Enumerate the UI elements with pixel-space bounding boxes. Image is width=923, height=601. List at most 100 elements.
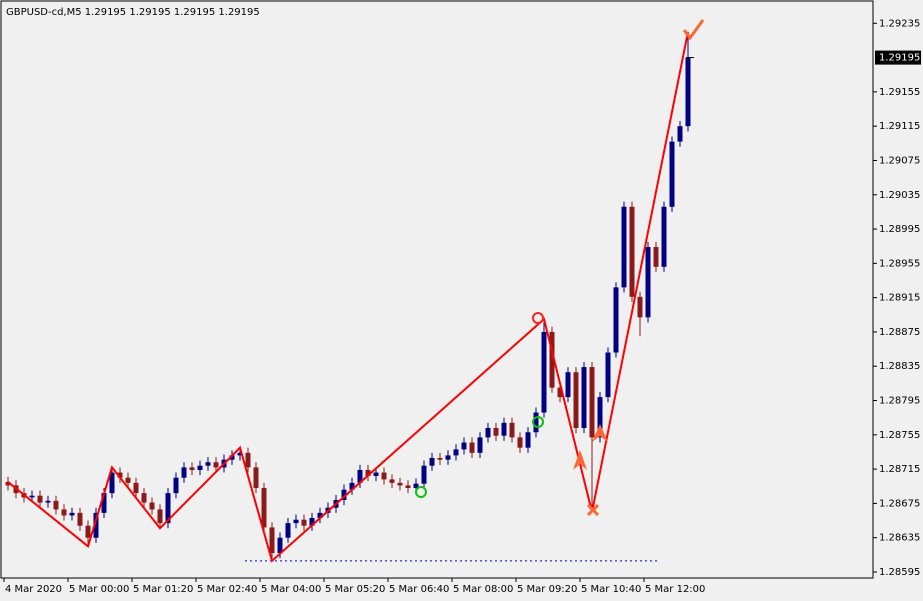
candle-body: [181, 467, 187, 478]
exit-cross: [586, 503, 600, 517]
candle-body: [245, 452, 251, 468]
candle-body: [541, 331, 547, 413]
candle-body: [637, 296, 643, 318]
y-tick-label: 1.28915: [879, 293, 920, 304]
candle-body: [197, 465, 203, 470]
candle-body: [509, 422, 515, 438]
y-tick-label: 1.28635: [879, 533, 920, 544]
y-tick-label: 1.29155: [879, 87, 920, 98]
candle-body: [341, 489, 347, 500]
candle-body: [525, 432, 531, 448]
candle-body: [589, 367, 595, 438]
candle-body: [61, 509, 67, 516]
candle-body: [309, 517, 315, 526]
candle-body: [261, 487, 267, 528]
x-tick-label: 5 Mar 09:20: [517, 584, 577, 595]
x-tick-label: 5 Mar 00:00: [69, 584, 129, 595]
x-tick-label: 5 Mar 01:20: [133, 584, 193, 595]
candle-body: [277, 537, 283, 554]
y-tick-label: 1.28835: [879, 361, 920, 372]
candle-body: [557, 387, 563, 398]
candle-body: [453, 449, 459, 456]
y-tick-label: 1.28675: [879, 498, 920, 509]
candle-body: [605, 352, 611, 398]
candle-body: [397, 482, 403, 486]
candle-body: [101, 493, 107, 513]
candle-body: [373, 472, 379, 476]
candle-body: [149, 502, 155, 510]
candle-body: [253, 467, 259, 488]
candle-body: [445, 455, 451, 460]
check-mark: [682, 19, 705, 41]
candle-body: [189, 467, 195, 470]
candle-body: [669, 141, 675, 207]
y-tick-label: 1.28755: [879, 430, 920, 441]
y-tick-label: 1.28715: [879, 464, 920, 475]
candle-body: [133, 482, 139, 494]
y-tick-label: 1.29035: [879, 190, 920, 201]
candle-body: [477, 437, 483, 453]
signal-circle: [532, 416, 544, 428]
candle-body: [533, 412, 539, 433]
y-tick-label: 1.29115: [879, 121, 920, 132]
candle-body: [437, 457, 443, 460]
candle-body: [349, 482, 355, 490]
candle-body: [213, 462, 219, 468]
y-tick-label: 1.28955: [879, 258, 920, 269]
candle-body: [317, 512, 323, 518]
candle-body: [517, 437, 523, 448]
candle-body: [109, 472, 115, 494]
candle-body: [645, 247, 651, 318]
candle-body: [285, 523, 291, 538]
candle-body: [661, 206, 667, 267]
candle-body: [549, 331, 555, 388]
signal-circle: [415, 486, 427, 498]
candle-body: [421, 465, 427, 484]
x-tick-label: 5 Mar 12:00: [645, 584, 705, 595]
candle-body: [581, 367, 587, 428]
candle-body: [357, 469, 363, 483]
candle-body: [165, 493, 171, 524]
candle-body: [293, 519, 299, 524]
candle-body: [141, 493, 147, 503]
candle-body: [29, 495, 35, 498]
candle-body: [621, 206, 627, 288]
candle-body: [85, 525, 91, 538]
candle-body: [53, 500, 59, 510]
candle-body: [429, 457, 435, 466]
candle-body: [69, 512, 75, 516]
x-tick-label: 5 Mar 10:40: [581, 584, 641, 595]
candle-body: [629, 206, 635, 297]
x-tick-label: 5 Mar 05:20: [325, 584, 385, 595]
marks: 1.28595 1.28635 1.28675 1.28715 1.28755 1.287…: [3, 18, 921, 595]
y-tick-label: 1.28995: [879, 224, 920, 235]
candle-body: [653, 247, 659, 267]
y-tick-label: 1.28595: [879, 567, 920, 578]
candle-body: [493, 427, 499, 436]
candle-body: [405, 485, 411, 488]
candle-body: [381, 472, 387, 480]
candle-body: [301, 519, 307, 526]
x-tick-label: 4 Mar 2020: [5, 584, 62, 595]
current-price-label: 1.29195: [879, 53, 920, 64]
candle-body: [157, 509, 163, 524]
candle-body: [677, 126, 683, 142]
candle-body: [125, 477, 131, 483]
candle-body: [413, 483, 419, 488]
candle-body: [93, 512, 99, 538]
candle-body: [613, 287, 619, 353]
x-tick-label: 5 Mar 08:00: [453, 584, 513, 595]
candle-body: [597, 397, 603, 438]
candle-body: [77, 512, 83, 526]
candle-body: [565, 372, 571, 398]
candle-body: [389, 479, 395, 483]
candle-body: [37, 495, 43, 503]
zigzag-line: [7, 31, 689, 563]
candle-body: [237, 452, 243, 456]
candle-body: [461, 442, 467, 450]
candle-body: [5, 481, 11, 486]
candle-body: [573, 372, 579, 428]
x-tick-label: 5 Mar 06:40: [389, 584, 449, 595]
candle-body: [365, 469, 371, 476]
